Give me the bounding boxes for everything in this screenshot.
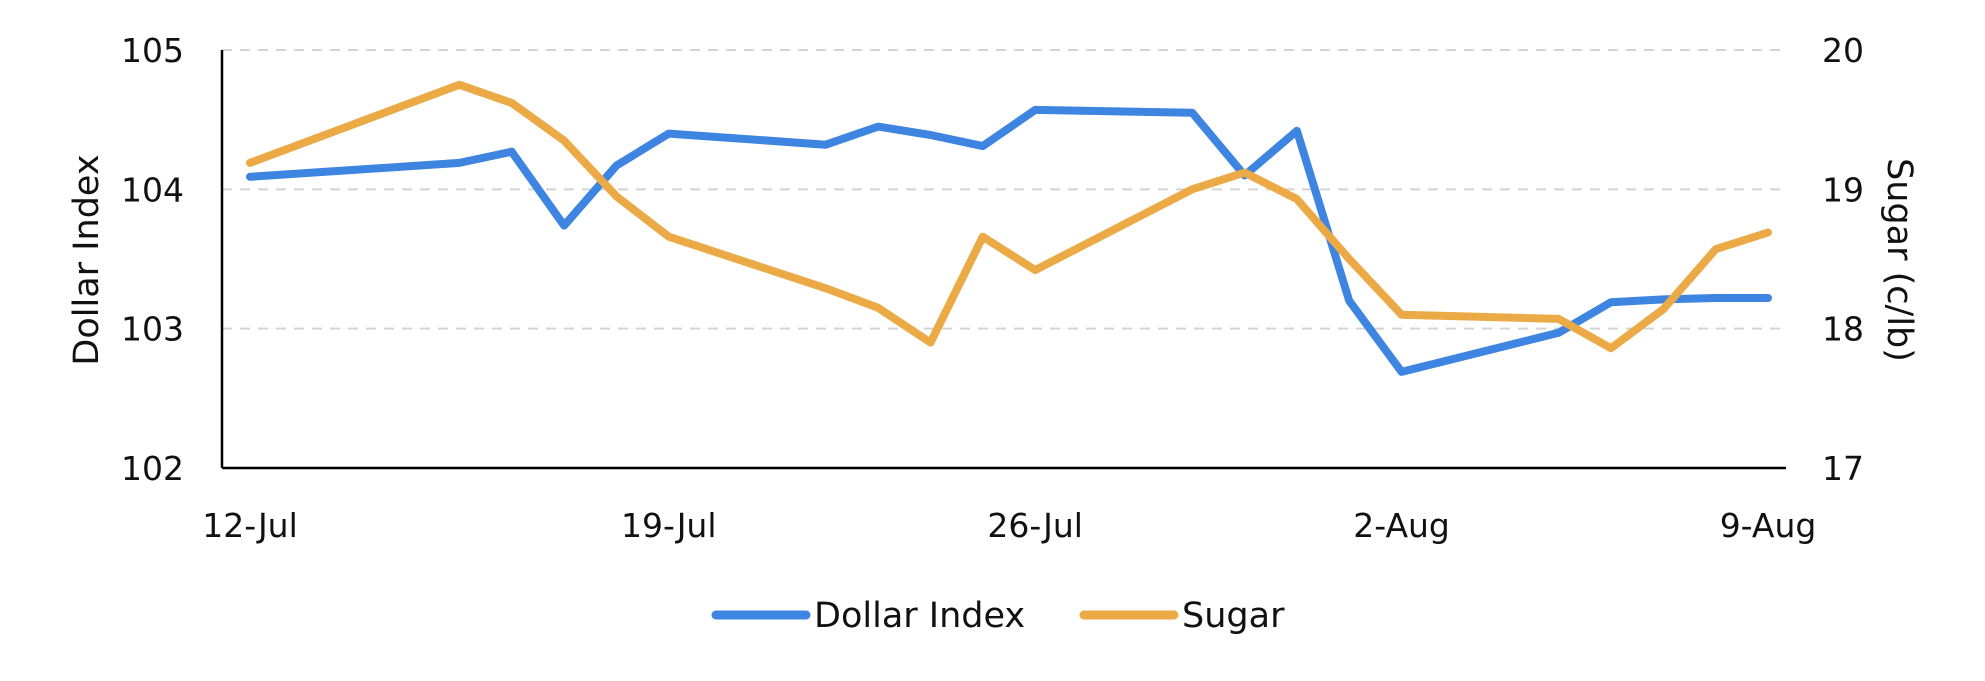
- y-right-tick-label: 17: [1822, 449, 1864, 488]
- x-tick-label: 9-Aug: [1720, 506, 1817, 545]
- series-lines: [246, 80, 1772, 376]
- series-line-sugar: [246, 80, 1772, 353]
- x-tick-label: 19-Jul: [621, 506, 717, 545]
- y-left-tick-label: 104: [121, 170, 184, 209]
- x-tick-label: 26-Jul: [987, 506, 1083, 545]
- y-right-tick-label: 20: [1822, 31, 1864, 70]
- legend-label: Dollar Index: [814, 596, 1025, 636]
- legend-label: Sugar: [1182, 596, 1285, 636]
- y-left-tick-label: 103: [121, 310, 184, 349]
- y-left-axis-title: Dollar Index: [67, 154, 107, 365]
- y-right-tick-labels: 17 18 19 20: [1822, 31, 1864, 488]
- y-right-tick-label: 19: [1822, 170, 1864, 209]
- gridlines: [222, 49, 1786, 330]
- x-tick-labels: 12-Jul 19-Jul 26-Jul 2-Aug 9-Aug: [202, 506, 1816, 545]
- y-right-tick-label: 18: [1822, 310, 1864, 349]
- legend: Dollar Index Sugar: [711, 596, 1285, 636]
- y-left-tick-label: 105: [121, 31, 184, 70]
- y-left-tick-label: 102: [121, 449, 184, 488]
- series-line-dollar-index: [246, 105, 1772, 376]
- y-right-axis-title: Sugar (c/lb): [1879, 158, 1919, 362]
- x-tick-label: 12-Jul: [202, 506, 298, 545]
- x-tick-label: 2-Aug: [1353, 506, 1450, 545]
- y-left-tick-labels: 102 103 104 105: [121, 31, 184, 488]
